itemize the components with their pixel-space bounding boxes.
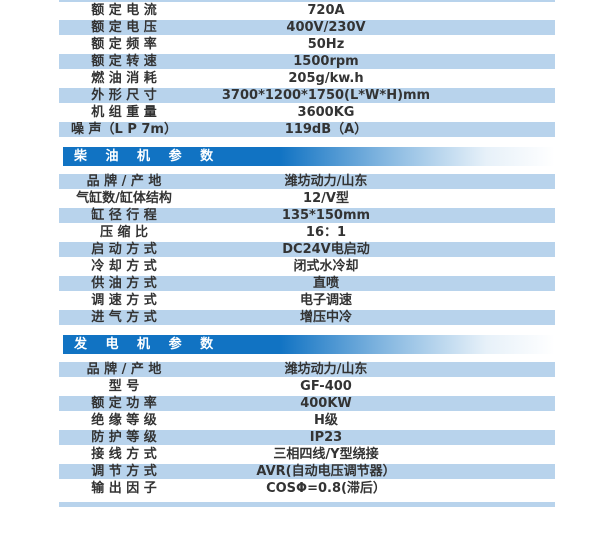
spec-value: H级 (314, 413, 338, 428)
spec-value: 三相四线/Y型绕接 (273, 447, 379, 462)
spec-label: 品 牌 / 产 地 (86, 362, 162, 377)
spec-value: DC24V电启动 (282, 242, 370, 257)
spec-label: 输 出 因 子 (91, 481, 157, 496)
spec-value: 16：1 (305, 225, 347, 240)
spec-row: 冷 却 方 式 闭式水冷却 (59, 259, 555, 274)
cropped-row-top (59, 0, 555, 2)
spec-row: 额 定 电 流 720A (59, 3, 555, 18)
section-header: 发 电 机 参 数 (63, 335, 555, 354)
spec-label: 缸 径 行 程 (91, 208, 157, 223)
spec-value: 720A (307, 3, 345, 18)
spec-row: 品 牌 / 产 地 潍坊动力/山东 (59, 362, 555, 377)
spec-label: 品 牌 / 产 地 (86, 174, 162, 189)
spec-row: 额 定 频 率 50Hz (59, 37, 555, 52)
spec-value: 3700*1200*1750(L*W*H)mm (221, 88, 431, 103)
spec-label: 气缸数/缸体结构 (76, 191, 172, 206)
spec-row: 品 牌 / 产 地 潍坊动力/山东 (59, 174, 555, 189)
spec-value: 12/V型 (303, 191, 349, 206)
spec-value: COSΦ=0.8(滞后） (266, 481, 386, 496)
spec-row: 额 定 功 率 400KW (59, 396, 555, 411)
spec-value: 潍坊动力/山东 (284, 362, 368, 377)
spec-row: 供 油 方 式 直喷 (59, 276, 555, 291)
spec-label: 外 形 尺 寸 (91, 88, 157, 103)
spec-value: 135*150mm (281, 208, 371, 223)
spec-value: GF-400 (300, 379, 352, 394)
spec-value: 直喷 (312, 276, 339, 291)
spec-table: 额 定 电 流 720A 额 定 电 压 400V/230V 额 定 频 率 50Hz 额 … (59, 0, 555, 507)
spec-row: 绝 缘 等 级 H级 (59, 413, 555, 428)
spec-label: 机 组 重 量 (91, 105, 157, 120)
spec-value: 119dB（A） (284, 122, 368, 137)
spec-row: 气缸数/缸体结构 12/V型 (59, 191, 555, 206)
spec-value: 400V/230V (286, 20, 366, 35)
spec-row: 燃 油 消 耗 205g/kw.h (59, 71, 555, 86)
spec-label: 冷 却 方 式 (91, 259, 157, 274)
cropped-row-bottom (59, 502, 555, 507)
spec-row: 额 定 电 压 400V/230V (59, 20, 555, 35)
spec-label: 额 定 转 速 (91, 54, 157, 69)
spec-label: 噪 声（L P 7m） (71, 122, 177, 137)
spec-row: 型 号 GF-400 (59, 379, 555, 394)
spec-label: 燃 油 消 耗 (91, 71, 157, 86)
spec-value: 闭式水冷却 (293, 259, 359, 274)
spec-sections: 额 定 电 流 720A 额 定 电 压 400V/230V 额 定 频 率 50Hz 额 … (59, 3, 555, 496)
section-header: 柴 油 机 参 数 (63, 147, 555, 166)
spec-value: 50Hz (307, 37, 345, 52)
spec-label: 供 油 方 式 (91, 276, 157, 291)
spec-label: 额 定 频 率 (91, 37, 157, 52)
section-rows: 品 牌 / 产 地 潍坊动力/山东型 号 GF-400 额 定 功 率 400KW 绝 缘… (59, 362, 555, 496)
spec-label: 接 线 方 式 (91, 447, 157, 462)
spec-row: 调 速 方 式 电子调速 (59, 293, 555, 308)
spec-label: 调 节 方 式 (91, 464, 157, 479)
spec-row: 额 定 转 速 1500rpm (59, 54, 555, 69)
spec-label: 型 号 (108, 379, 140, 394)
spec-value: 400KW (300, 396, 352, 411)
spec-row: 外 形 尺 寸 3700*1200*1750(L*W*H)mm (59, 88, 555, 103)
spec-row: 调 节 方 式 AVR(自动电压调节器） (59, 464, 555, 479)
spec-value: 3600KG (297, 105, 355, 120)
spec-label: 额 定 电 流 (91, 3, 157, 18)
spec-label: 额 定 功 率 (91, 396, 157, 411)
spec-value: 电子调速 (299, 293, 352, 308)
spec-label: 压 缩 比 (99, 225, 149, 240)
spec-label: 调 速 方 式 (91, 293, 157, 308)
spec-label: 进 气 方 式 (91, 310, 157, 325)
spec-value: IP23 (309, 430, 343, 445)
spec-label: 额 定 电 压 (91, 20, 157, 35)
spec-row: 启 动 方 式 DC24V电启动 (59, 242, 555, 257)
section-rows: 额 定 电 流 720A 额 定 电 压 400V/230V 额 定 频 率 50Hz 额 … (59, 3, 555, 137)
spec-row: 防 护 等 级 IP23 (59, 430, 555, 445)
spec-value: 1500rpm (293, 54, 359, 69)
spec-label: 防 护 等 级 (91, 430, 157, 445)
spec-value: 潍坊动力/山东 (284, 174, 368, 189)
spec-label: 绝 缘 等 级 (91, 413, 157, 428)
spec-row: 接 线 方 式 三相四线/Y型绕接 (59, 447, 555, 462)
spec-value: 205g/kw.h (288, 71, 364, 86)
spec-value: 增压中冷 (299, 310, 352, 325)
spec-row: 输 出 因 子 COSΦ=0.8(滞后） (59, 481, 555, 496)
section-rows: 品 牌 / 产 地 潍坊动力/山东气缸数/缸体结构 12/V型缸 径 行 程 135*… (59, 174, 555, 325)
spec-row: 压 缩 比 16：1 (59, 225, 555, 240)
spec-row: 机 组 重 量 3600KG (59, 105, 555, 120)
spec-row: 噪 声（L P 7m） 119dB（A） (59, 122, 555, 137)
spec-row: 进 气 方 式 增压中冷 (59, 310, 555, 325)
spec-label: 启 动 方 式 (91, 242, 157, 257)
spec-row: 缸 径 行 程 135*150mm (59, 208, 555, 223)
spec-value: AVR(自动电压调节器） (256, 464, 396, 479)
